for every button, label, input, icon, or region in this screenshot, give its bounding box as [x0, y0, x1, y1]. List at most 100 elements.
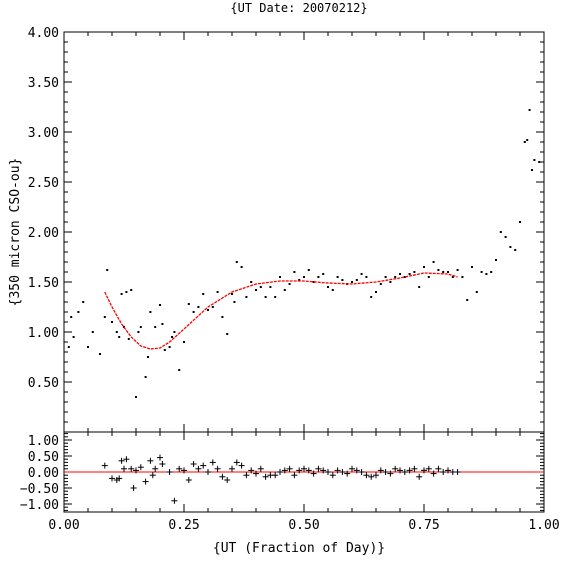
residual-point	[301, 465, 307, 472]
residual-point	[133, 467, 139, 474]
data-point	[394, 276, 397, 278]
data-point	[135, 396, 137, 398]
residual-point	[109, 475, 115, 482]
x-tick-label: 0.25	[168, 518, 199, 533]
y-tick-label: −1.00	[20, 498, 59, 513]
residual-point	[128, 465, 135, 472]
data-point	[389, 281, 392, 283]
data-point	[327, 286, 329, 288]
residual-point	[368, 473, 375, 480]
residual-point	[142, 478, 149, 485]
data-point	[240, 266, 243, 268]
residual-point	[353, 467, 360, 474]
residual-point	[262, 473, 269, 480]
data-point	[178, 369, 181, 371]
residual-point	[195, 465, 202, 472]
residual-point	[219, 473, 226, 480]
data-point	[70, 316, 73, 318]
data-point	[293, 271, 296, 273]
data-point	[490, 271, 493, 273]
data-point	[173, 331, 176, 333]
data-point	[288, 283, 291, 285]
residual-point	[101, 462, 108, 469]
residual-point	[190, 461, 197, 467]
residual-point	[392, 465, 399, 472]
data-point	[499, 231, 502, 233]
data-point	[118, 336, 121, 338]
residual-point	[238, 462, 245, 469]
data-point	[303, 276, 305, 278]
residual-point	[305, 467, 312, 474]
data-point	[523, 141, 526, 143]
data-point	[322, 273, 325, 275]
y-tick-label: 3.50	[28, 76, 59, 91]
data-point	[226, 333, 229, 335]
data-point	[475, 291, 478, 293]
residual-point	[358, 469, 365, 475]
residual-point	[440, 469, 447, 475]
data-point	[370, 296, 373, 298]
residual-point	[257, 465, 264, 472]
data-point	[82, 301, 85, 303]
data-point	[375, 291, 377, 293]
data-point	[451, 276, 454, 278]
data-point	[427, 276, 430, 278]
data-point	[379, 283, 382, 285]
data-point	[99, 353, 101, 355]
residual-point	[149, 472, 156, 479]
data-point	[365, 276, 368, 278]
data-point	[106, 269, 109, 271]
residual-point	[421, 467, 427, 474]
data-point	[137, 331, 140, 333]
y-tick-label: 1.50	[28, 276, 59, 291]
data-point	[485, 273, 488, 275]
residual-point	[411, 465, 418, 472]
data-point	[336, 276, 339, 278]
residual-point	[243, 472, 250, 479]
data-point	[408, 273, 411, 275]
y-tick-label: 0.50	[28, 376, 59, 391]
x-tick-label: 0.75	[408, 518, 439, 533]
residual-point	[334, 467, 341, 474]
data-point	[245, 296, 248, 298]
data-point	[171, 336, 173, 338]
main-plot: 0.50 1.00 1.50 2.00 2.50 3.00 3.50 4.00	[28, 26, 545, 433]
residual-point	[181, 467, 187, 474]
data-point	[187, 303, 190, 305]
data-point	[250, 281, 253, 283]
residual-point	[137, 464, 144, 471]
residual-point	[253, 470, 259, 477]
residual-point	[147, 457, 154, 464]
data-point	[67, 346, 70, 348]
data-point	[207, 309, 209, 311]
residual-point	[130, 485, 137, 491]
data-point	[216, 291, 219, 293]
residual-point	[281, 467, 288, 474]
data-point	[77, 311, 80, 313]
residual-point	[344, 470, 351, 477]
residual-point	[286, 465, 293, 472]
data-point	[461, 276, 464, 278]
residual-point	[406, 467, 413, 474]
data-point	[447, 271, 449, 273]
residual-point	[435, 465, 442, 472]
data-point	[466, 299, 469, 301]
residual-point	[310, 470, 317, 477]
residual-point	[329, 472, 336, 479]
y-tick-label: 1.00	[28, 434, 59, 449]
residual-point	[171, 497, 178, 504]
data-point	[91, 331, 94, 333]
residual-point	[229, 465, 235, 472]
residual-point	[445, 467, 451, 474]
residual-point	[185, 477, 192, 483]
data-point	[221, 316, 224, 318]
data-point	[495, 259, 497, 261]
chart-title: {UT Date: 20070212}	[230, 1, 367, 15]
y-tick-label: 2.00	[28, 226, 59, 241]
data-point	[514, 249, 517, 251]
data-point	[418, 286, 421, 288]
data-point	[519, 221, 521, 223]
y-tick-label: 2.50	[28, 176, 59, 191]
data-point	[471, 266, 473, 268]
